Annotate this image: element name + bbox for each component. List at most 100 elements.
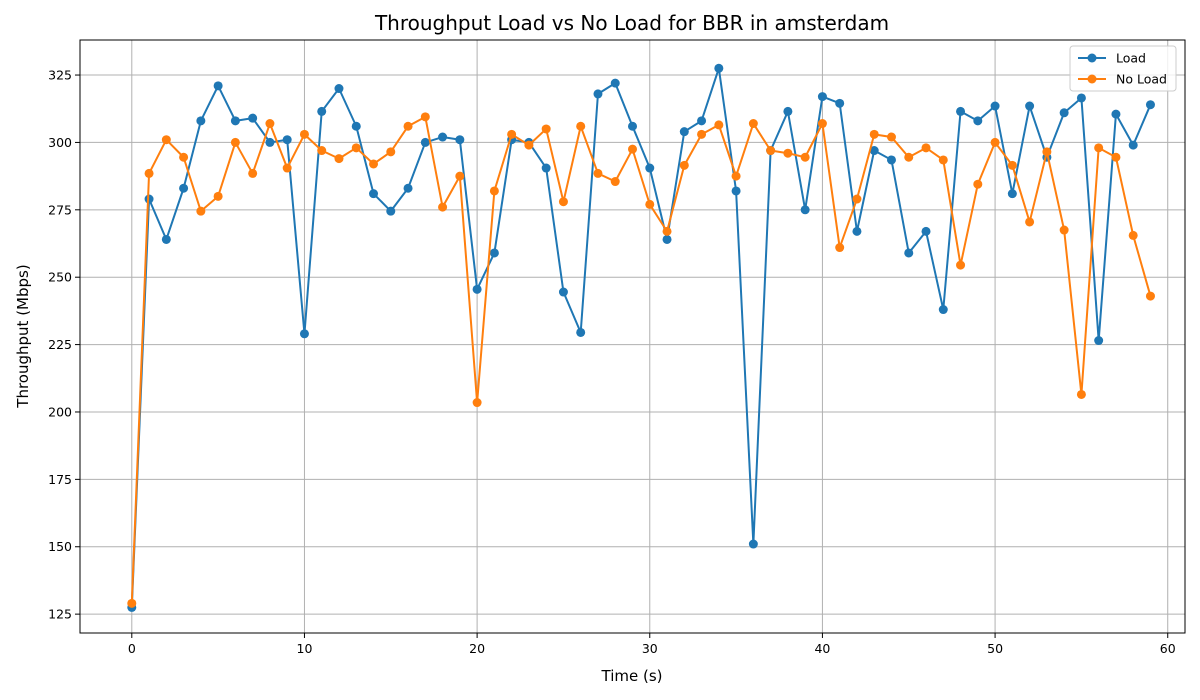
x-tick-label: 40 xyxy=(814,641,830,656)
data-point-load xyxy=(800,205,810,215)
data-point-no-load xyxy=(731,171,741,181)
data-point-load xyxy=(455,135,465,145)
data-point-no-load xyxy=(558,197,568,207)
data-point-no-load xyxy=(213,191,223,201)
data-point-load xyxy=(1094,336,1104,346)
data-point-load xyxy=(144,194,154,204)
data-point-load xyxy=(714,63,724,73)
data-point-no-load xyxy=(628,144,637,154)
y-axis-ticks: 125 150 175 200 225 250 275 300 325 xyxy=(48,68,80,622)
data-point-no-load xyxy=(1094,143,1104,153)
data-point-no-load xyxy=(593,168,603,178)
legend-marker-load xyxy=(1087,53,1097,63)
data-point-no-load xyxy=(1025,217,1035,227)
x-tick-label: 50 xyxy=(987,641,1003,656)
data-point-load xyxy=(645,163,655,173)
series-layer xyxy=(127,63,1155,612)
data-point-no-load xyxy=(127,598,137,608)
data-point-load xyxy=(973,116,983,126)
data-point-no-load xyxy=(334,154,344,164)
data-point-no-load xyxy=(1076,389,1086,399)
data-point-load xyxy=(576,327,586,337)
data-point-no-load xyxy=(800,152,810,162)
data-point-no-load xyxy=(714,120,724,130)
data-point-load xyxy=(835,98,845,108)
data-point-load xyxy=(628,121,637,131)
data-point-load xyxy=(248,113,258,123)
data-point-no-load xyxy=(766,146,776,156)
legend-marker-no-load xyxy=(1087,74,1097,84)
data-point-load xyxy=(679,127,689,137)
data-point-no-load xyxy=(455,171,465,181)
data-point-load xyxy=(161,234,171,244)
data-point-load xyxy=(1007,189,1017,199)
data-point-no-load xyxy=(403,121,413,131)
data-point-no-load xyxy=(1111,152,1121,162)
data-point-no-load xyxy=(161,135,171,145)
data-point-no-load xyxy=(179,152,189,162)
x-axis-ticks: 0 10 20 30 40 50 60 xyxy=(128,633,1176,656)
data-point-no-load xyxy=(904,152,914,162)
y-tick-label: 250 xyxy=(48,270,72,285)
data-point-load xyxy=(1111,109,1121,119)
data-point-load xyxy=(1059,108,1069,118)
data-point-load xyxy=(662,234,672,244)
data-point-load xyxy=(230,116,240,126)
x-tick-label: 60 xyxy=(1160,641,1176,656)
y-tick-label: 125 xyxy=(48,607,72,622)
data-point-no-load xyxy=(420,112,430,122)
data-point-load xyxy=(921,226,931,236)
data-point-load xyxy=(748,539,758,549)
data-point-load xyxy=(403,183,413,193)
data-point-no-load xyxy=(541,124,551,134)
legend-label-no-load: No Load xyxy=(1116,72,1167,87)
data-point-no-load xyxy=(679,160,689,170)
legend: Load No Load xyxy=(1069,45,1177,92)
data-point-load xyxy=(904,248,914,258)
data-point-load xyxy=(386,206,396,216)
data-point-no-load xyxy=(645,199,655,209)
data-point-load xyxy=(489,248,499,258)
y-tick-label: 200 xyxy=(48,404,72,419)
data-point-no-load xyxy=(1007,160,1017,170)
data-point-load xyxy=(938,305,948,315)
data-point-load xyxy=(196,116,206,126)
data-point-load xyxy=(472,284,482,294)
data-point-load xyxy=(282,135,292,145)
y-tick-label: 150 xyxy=(48,539,72,554)
data-point-no-load xyxy=(990,137,1000,147)
x-tick-label: 10 xyxy=(297,641,313,656)
data-point-load xyxy=(213,81,223,91)
series-no-load xyxy=(127,112,1155,608)
data-point-load xyxy=(852,226,862,236)
data-point-no-load xyxy=(507,129,517,139)
data-point-load xyxy=(610,78,620,88)
data-point-no-load xyxy=(1059,225,1069,235)
x-axis-label: Time (s) xyxy=(601,667,663,685)
data-point-no-load xyxy=(956,260,966,270)
data-point-load xyxy=(1145,100,1155,110)
data-point-no-load xyxy=(610,177,620,187)
data-point-load xyxy=(438,132,448,142)
data-point-load xyxy=(1076,93,1086,103)
data-point-load xyxy=(558,287,568,297)
y-tick-label: 300 xyxy=(48,135,72,150)
data-point-no-load xyxy=(248,168,258,178)
series-load xyxy=(127,63,1155,612)
series-line-no-load xyxy=(130,115,1152,604)
data-point-load xyxy=(179,183,189,193)
data-point-no-load xyxy=(835,243,845,253)
data-point-load xyxy=(420,137,430,147)
data-point-no-load xyxy=(748,119,758,129)
data-point-load xyxy=(299,329,309,339)
data-point-no-load xyxy=(282,163,292,173)
data-point-no-load xyxy=(386,147,396,157)
data-point-load xyxy=(369,189,379,199)
y-tick-label: 225 xyxy=(48,337,72,352)
y-tick-label: 275 xyxy=(48,202,72,217)
data-point-no-load xyxy=(869,129,879,139)
x-tick-label: 20 xyxy=(469,641,485,656)
chart-title: Throughput Load vs No Load for BBR in am… xyxy=(374,11,889,35)
